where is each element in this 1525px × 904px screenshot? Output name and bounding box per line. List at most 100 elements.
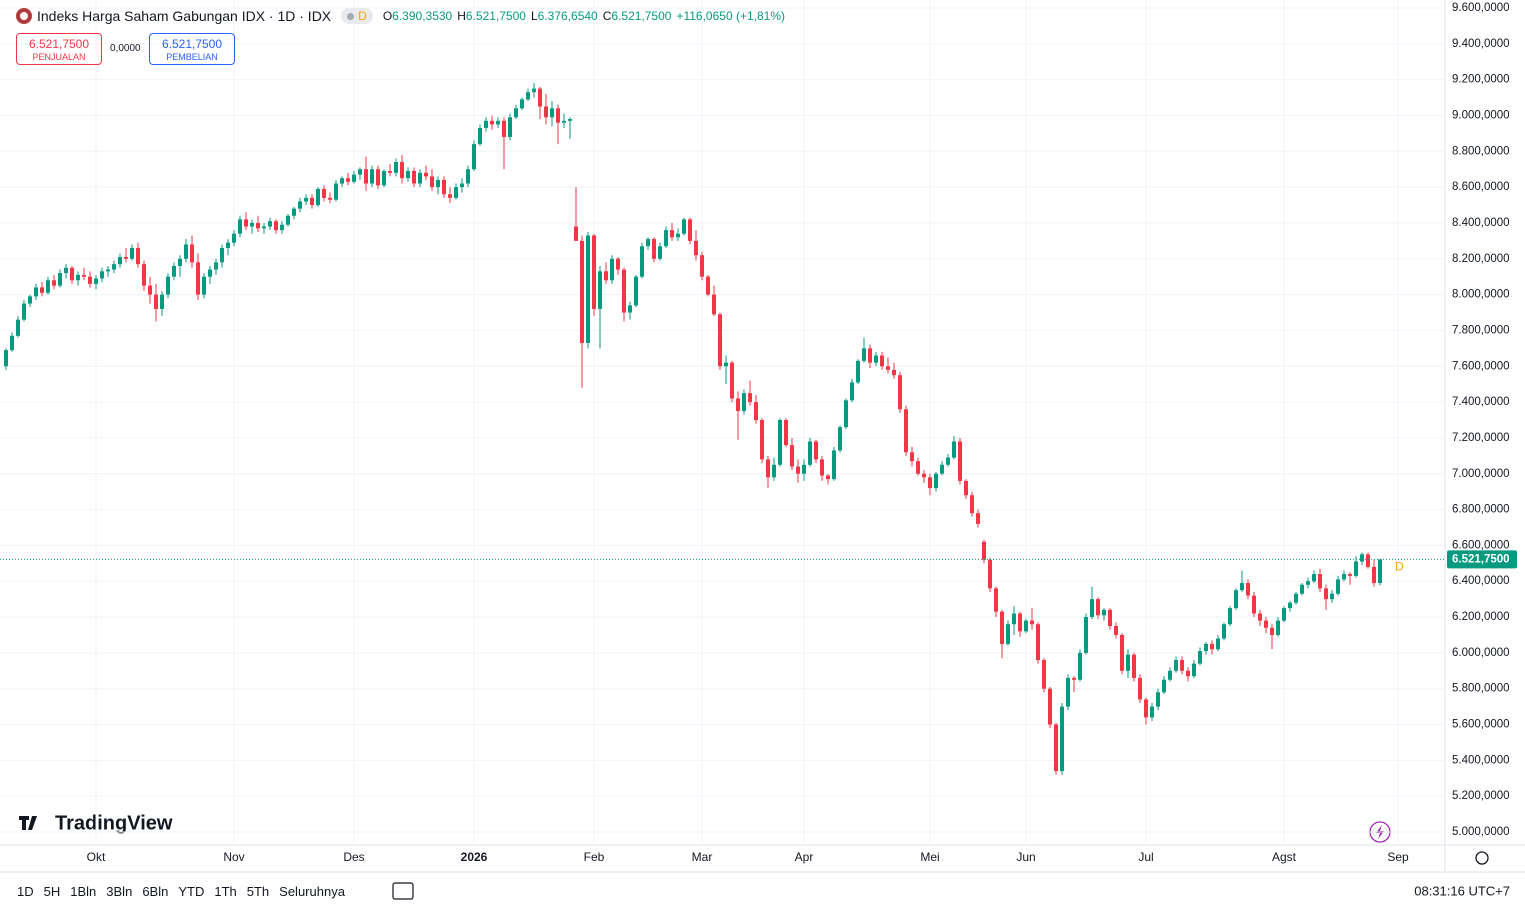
candle-body xyxy=(1246,583,1250,596)
x-tick-label: Agst xyxy=(1272,850,1297,864)
candle-body xyxy=(412,171,416,184)
x-tick-label: Des xyxy=(343,850,364,864)
y-tick-label: 5.400,0000 xyxy=(1452,754,1510,766)
candle-body xyxy=(1192,663,1196,677)
range-button[interactable]: 3Bln xyxy=(106,884,133,899)
candle-body xyxy=(40,287,44,293)
range-button[interactable]: 1Bln xyxy=(70,884,97,899)
change: +116,0650 (+1,81%) xyxy=(676,9,785,23)
x-tick-label: Jun xyxy=(1016,850,1035,864)
candle-body xyxy=(1042,660,1046,689)
candle-body xyxy=(1336,579,1340,594)
candle-body xyxy=(406,171,410,179)
candle-body xyxy=(568,119,572,121)
y-tick-label: 5.800,0000 xyxy=(1452,683,1510,695)
candle-body xyxy=(304,197,308,202)
candle-body xyxy=(946,457,950,465)
clock: 08:31:16 UTC+7 xyxy=(1414,883,1510,898)
candle-body xyxy=(1330,593,1334,600)
candle-body xyxy=(1288,602,1292,609)
candle-body xyxy=(142,264,146,286)
candle-body xyxy=(256,222,260,229)
candle-body xyxy=(1060,706,1064,772)
range-button[interactable]: Seluruhnya xyxy=(279,884,345,899)
candle-body xyxy=(454,187,458,198)
x-tick-label: 2026 xyxy=(461,850,488,864)
candle-body xyxy=(850,382,854,401)
candle-body xyxy=(988,559,992,589)
candle-body xyxy=(1090,599,1094,618)
candle-body xyxy=(106,269,110,272)
candle-body xyxy=(700,255,704,277)
sell-button[interactable]: 6.521,7500 PENJUALAN xyxy=(16,33,102,65)
candle-body xyxy=(1186,670,1190,677)
candle-body xyxy=(466,169,470,184)
candle-body xyxy=(442,179,446,195)
candle-body xyxy=(1120,634,1124,671)
candle-body xyxy=(682,219,686,234)
candle-body xyxy=(928,477,932,489)
range-button[interactable]: 5Th xyxy=(246,884,270,899)
candle-body xyxy=(1360,554,1364,562)
candle-body xyxy=(274,221,278,231)
candle-body xyxy=(664,230,668,247)
candle-body xyxy=(712,294,716,315)
candle-body xyxy=(1054,724,1058,772)
candle-body xyxy=(616,258,620,270)
x-tick-label: Apr xyxy=(795,850,814,864)
logo-icon xyxy=(19,816,37,830)
candle-body xyxy=(952,441,956,458)
candle-body xyxy=(1030,620,1034,625)
x-tick-label: Mar xyxy=(692,850,713,864)
candle-body xyxy=(94,278,98,284)
range-button[interactable]: 6Bln xyxy=(142,884,169,899)
sell-label: PENJUALAN xyxy=(32,52,86,62)
candle-body xyxy=(22,303,26,320)
candle-body xyxy=(376,169,380,186)
y-tick-label: 7.200,0000 xyxy=(1452,432,1510,444)
candle-body xyxy=(478,128,482,145)
candle-body xyxy=(502,120,506,137)
y-tick-label: 8.600,0000 xyxy=(1452,181,1510,193)
candle-body xyxy=(16,319,20,336)
candle-body xyxy=(424,172,428,177)
ohlc-legend: O6.390,3530 H6.521,7500 L6.376,6540 C6.521,… xyxy=(383,9,677,23)
candle-body xyxy=(1084,617,1088,653)
candle-body xyxy=(1222,624,1226,639)
candle-body xyxy=(1048,688,1052,725)
candle-body xyxy=(1204,643,1208,652)
candle-body xyxy=(934,473,938,489)
y-tick-label: 9.000,0000 xyxy=(1452,110,1510,122)
settings-icon[interactable] xyxy=(1475,851,1489,865)
candle-body xyxy=(526,92,530,100)
candle-body xyxy=(976,513,980,524)
range-button[interactable]: 5H xyxy=(43,884,61,899)
candle-body xyxy=(622,269,626,313)
candle-body xyxy=(844,400,848,428)
candle-body xyxy=(268,221,272,227)
range-button[interactable]: 1Th xyxy=(214,884,237,899)
candle-body xyxy=(574,226,578,241)
calendar-icon[interactable] xyxy=(392,882,414,900)
candle-body xyxy=(34,287,38,297)
candle-body xyxy=(910,452,914,462)
candle-body xyxy=(718,314,722,367)
range-button[interactable]: YTD xyxy=(178,884,205,899)
candle-body xyxy=(382,171,386,186)
buy-price: 6.521,7500 xyxy=(161,37,223,51)
buy-button[interactable]: 6.521,7500 PEMBELIAN xyxy=(149,33,235,65)
ohlc-key: O xyxy=(382,9,393,23)
candle-body xyxy=(832,450,836,480)
candle-body xyxy=(1354,561,1358,576)
candle-body xyxy=(868,348,872,363)
candle-body xyxy=(730,362,734,399)
candle-body xyxy=(112,264,116,270)
candle-body xyxy=(508,117,512,137)
candle-body xyxy=(1150,706,1154,718)
range-button[interactable]: 1D xyxy=(17,884,34,899)
candle-body xyxy=(790,445,794,467)
candle-body xyxy=(184,244,188,259)
candle-body xyxy=(154,294,158,309)
candle-body xyxy=(898,375,902,410)
candle-body xyxy=(646,239,650,247)
